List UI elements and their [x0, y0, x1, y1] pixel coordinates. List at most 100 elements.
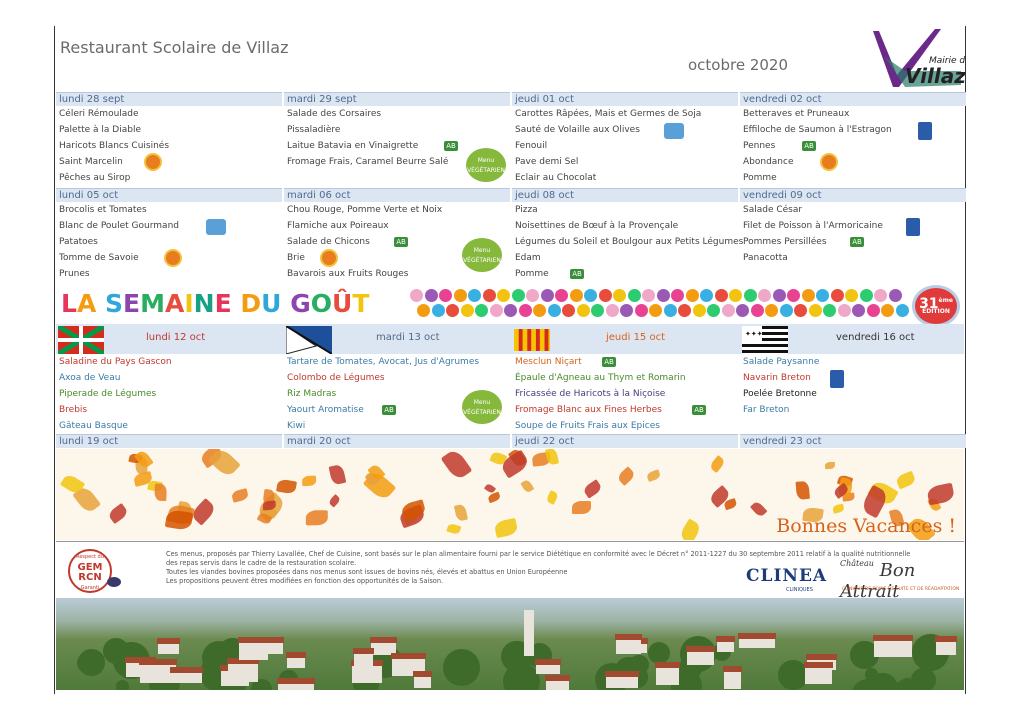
day-header: mardi 29 sept [284, 92, 510, 106]
leaf-icon [616, 465, 637, 486]
village-photo [56, 598, 964, 690]
roof-shape [286, 651, 307, 658]
title-letter: T [352, 289, 370, 318]
emoji-face-icon [446, 304, 459, 317]
eco-label-icon [664, 123, 684, 139]
emoji-face-icon [801, 289, 815, 302]
menu-item: Saladine du Pays Gascon [59, 357, 172, 367]
leaf-icon [678, 518, 702, 540]
savoie-flag-icon [286, 326, 332, 354]
title-letter: A [76, 289, 97, 318]
emoji-face-icon [526, 289, 539, 302]
title-letter [96, 289, 105, 318]
house-shape [738, 638, 775, 649]
tree-shape [894, 680, 913, 690]
menu-item: Fromage Frais, Caramel Beurre Salé [287, 157, 449, 167]
house-shape [687, 650, 715, 666]
breton-flag-icon: ✦✦✦ [742, 326, 788, 354]
menu-vegetarien-icon: Menu VÉGÉTARIEN [462, 390, 502, 424]
house-shape [260, 642, 283, 655]
title-letter: D [240, 289, 262, 318]
menu-item: Salade César [743, 205, 803, 215]
emoji-face-icon [453, 289, 467, 302]
menu-item: Brebis [59, 405, 88, 415]
menu-item-text: Fromage Blanc aux Fines Herbes [515, 405, 662, 415]
clinea-subtitle: CLINIQUES [786, 587, 813, 593]
bon-attrait-logo: Château Bon Attrait [840, 559, 964, 602]
roof-shape [615, 634, 643, 641]
veg-line-2: VÉGÉTARIEN [467, 167, 505, 174]
title-letter: E [214, 289, 232, 318]
house-shape [353, 653, 374, 672]
house-shape [935, 640, 956, 655]
tree-shape [911, 667, 936, 690]
menu-item: Épaule d'Agneau au Thym et Romarin [515, 373, 686, 383]
svg-text:✦✦✦: ✦✦✦ [745, 330, 763, 338]
menu-item [740, 266, 966, 282]
day-column: Tartare de Tomates, Avocat, Jus d'Agrume… [284, 354, 510, 434]
tree-shape [116, 680, 130, 690]
leaf-icon [646, 468, 662, 482]
day-column: Salade Paysanne Navarin Breton Poelée Br… [740, 354, 966, 434]
villaz-logo: Mairie de Villaz [873, 29, 965, 88]
day-header: vendredi 02 oct [740, 92, 966, 106]
emoji-face-icon [852, 304, 865, 317]
house-shape [536, 663, 560, 675]
emoji-face-icon [758, 289, 771, 302]
left-border [54, 26, 55, 694]
emoji-face-icon [649, 304, 662, 317]
menu-item: Pêches au Sirop [59, 173, 131, 183]
menu-item: Gâteau Basque [59, 421, 128, 431]
page-title: Restaurant Scolaire de Villaz [60, 38, 289, 57]
menu-item-text: Pomme [515, 269, 549, 279]
bio-ab-icon: AB [444, 141, 458, 151]
leaf-icon [154, 483, 168, 502]
regional-day: mardi 13 oct [284, 324, 510, 354]
menu-item: Salade de Chicons AB [284, 234, 510, 250]
menu-item: Edam [515, 253, 541, 263]
menu-item: Saint Marcelin [56, 153, 282, 171]
day-column: jeudi 22 oct [512, 434, 738, 448]
emoji-face-icon [816, 289, 829, 302]
emoji-face-icon [584, 289, 597, 302]
emoji-face-icon [627, 289, 641, 302]
regional-day-label: jeudi 15 oct [606, 332, 666, 343]
footer-notice: Ces menus, proposés par Thierry Lavallée… [166, 550, 966, 586]
house-shape [724, 671, 742, 689]
emoji-face-icon [591, 304, 604, 317]
menu-item: Fenouil [515, 141, 548, 151]
menu-item-text: Yaourt Aromatise [287, 405, 364, 415]
roof-shape [156, 638, 180, 645]
emoji-face-icon [656, 289, 670, 302]
footer-line: Les propositions peuvent êtres modifiées… [166, 577, 444, 585]
leaf-icon [454, 503, 469, 522]
day-header: vendredi 09 oct [740, 188, 966, 202]
day-header: vendredi 23 oct [740, 434, 966, 448]
emoji-face-icon [700, 289, 713, 302]
menu-item: Pommes Persillées AB [740, 234, 966, 250]
day-column: lundi 05 oct Brocolis et Tomates Blanc d… [56, 188, 282, 282]
menu-item: Bavarois aux Fruits Rouges [287, 269, 409, 279]
edition-number: 31ème [915, 288, 957, 317]
menu-item: Sauté de Volaille aux Olives [512, 122, 738, 139]
roof-shape [737, 633, 776, 640]
emoji-face-icon [642, 289, 655, 302]
footer-line: Ces menus, proposés par Thierry Lavallée… [166, 550, 911, 558]
regional-day: ✦✦✦ vendredi 16 oct [740, 324, 966, 354]
emoji-face-icon [555, 289, 568, 302]
menu-item: Pomme AB [512, 266, 738, 282]
leaf-icon [831, 504, 845, 514]
emoji-face-icon [714, 289, 728, 302]
menu-item: Brie [284, 249, 510, 267]
roof-shape [277, 677, 316, 684]
day-header: lundi 05 oct [56, 188, 282, 202]
house-shape [874, 640, 912, 658]
tree-shape [220, 641, 242, 662]
tree-shape [850, 641, 879, 670]
logo-main-text: Villaz [905, 64, 965, 88]
roof-shape [934, 635, 957, 642]
roof-shape [238, 636, 270, 643]
footer-line: des repas servis dans le cadre de la res… [166, 559, 357, 567]
semaine-du-gout-title: LA SEMAINE DU GOÛT [61, 289, 369, 318]
day-header: lundi 28 sept [56, 92, 282, 106]
